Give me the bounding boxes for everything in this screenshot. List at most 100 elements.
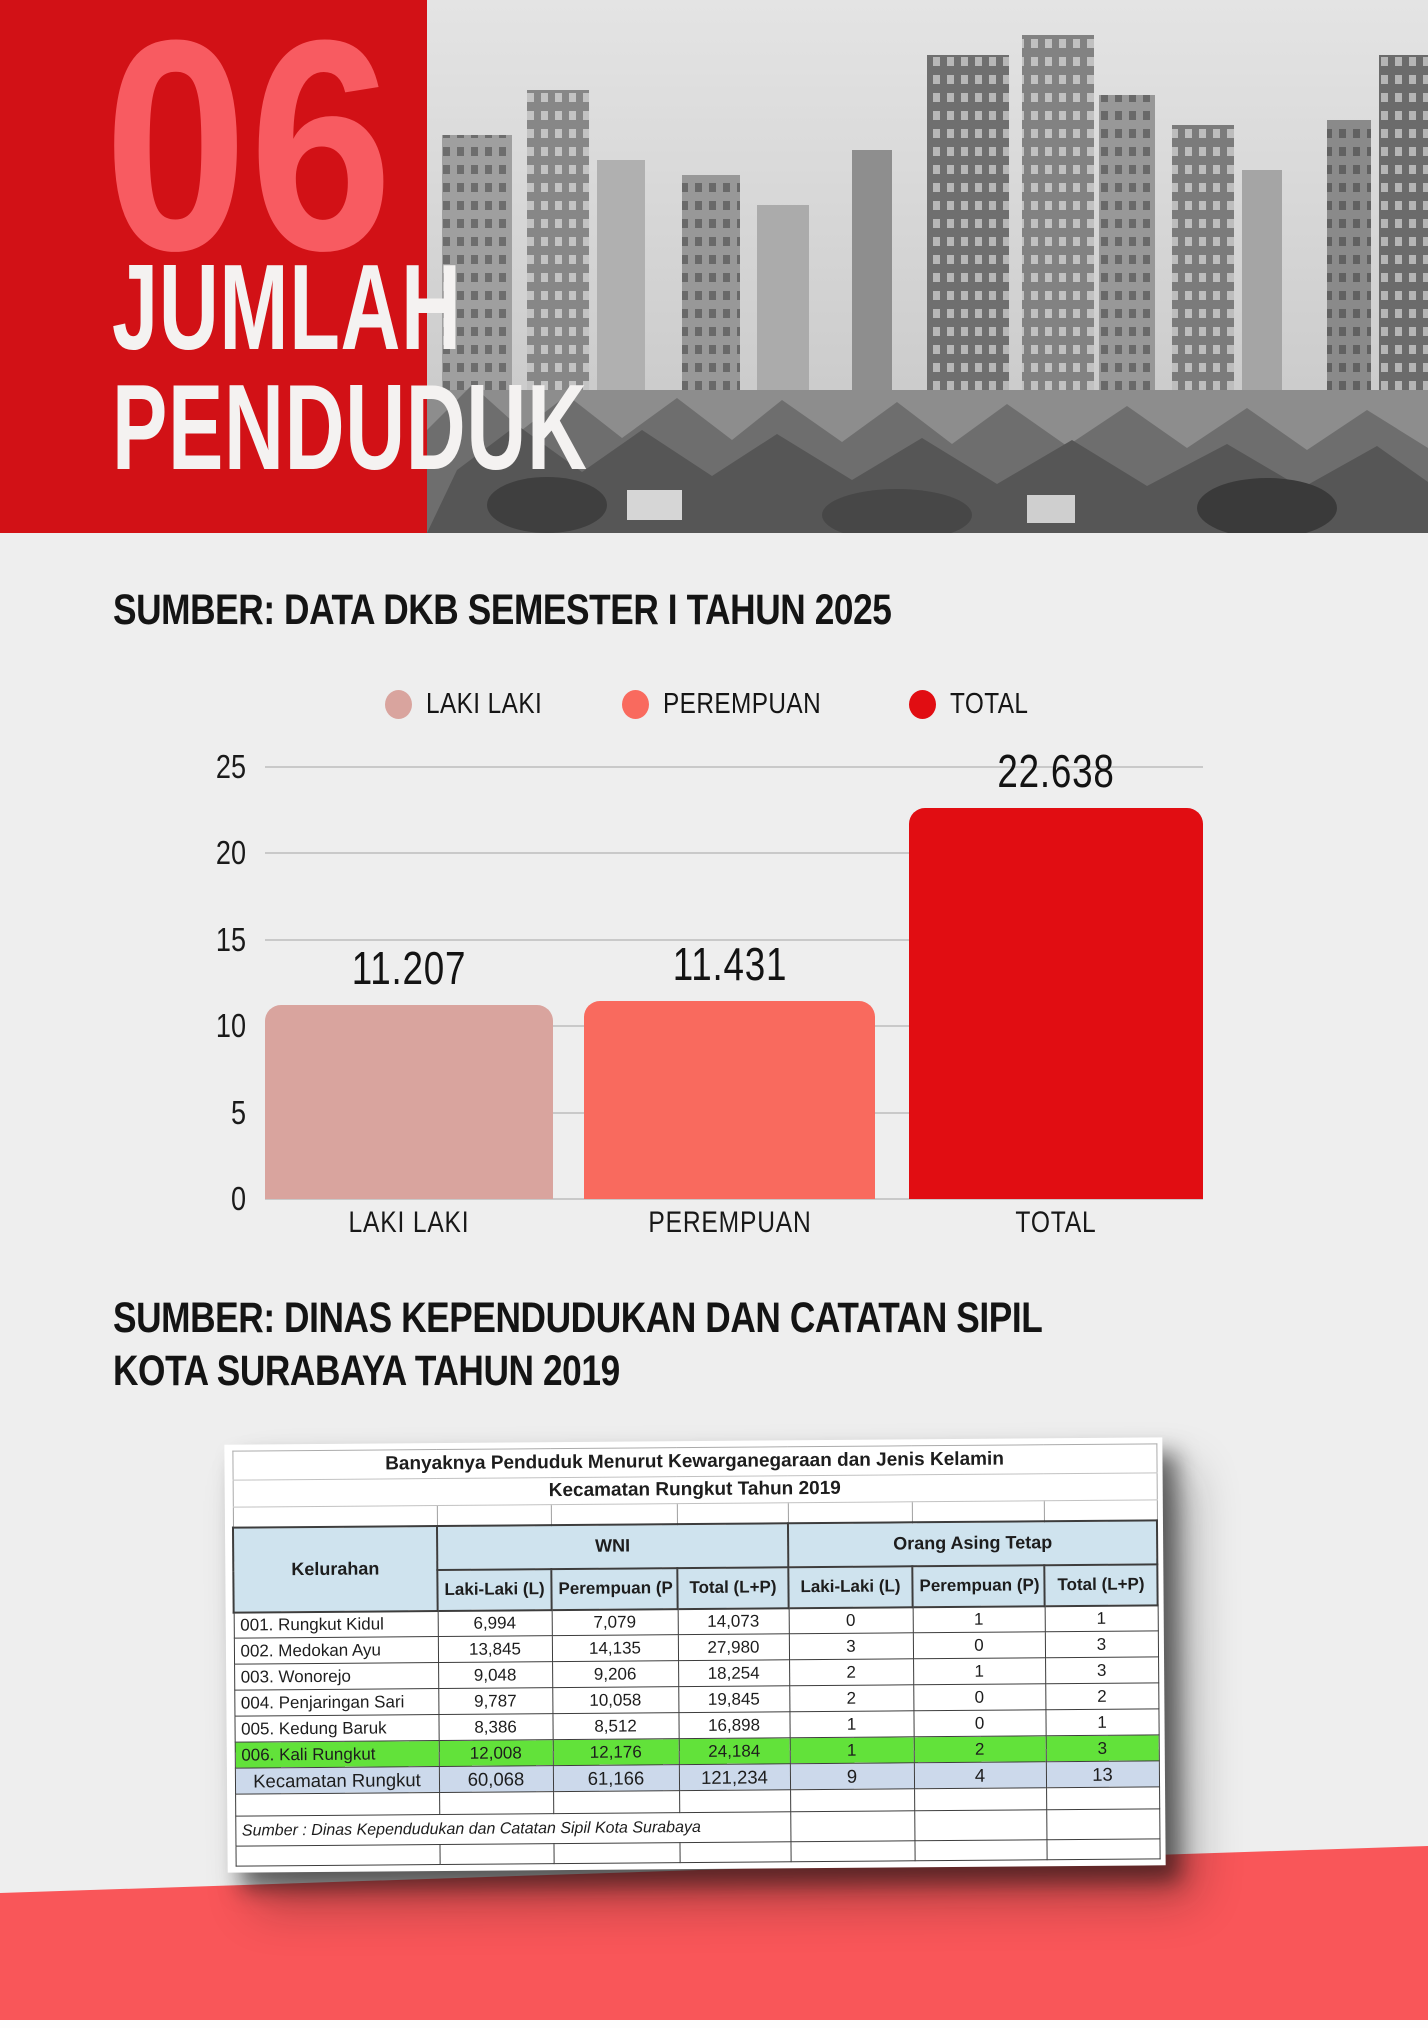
cell-value: 3 [788,1632,914,1660]
chart-legend: LAKI LAKI PEREMPUAN TOTAL [0,688,1428,721]
y-tick-label: 25 [215,748,246,785]
legend-item: LAKI LAKI [384,688,564,721]
table-wrapper: Banyaknya Penduduk Menurut Kewarganegara… [224,1437,1166,1873]
legend-label: PEREMPUAN [662,688,821,720]
gridline [265,1111,1203,1114]
y-tick-label: 5 [230,1093,246,1131]
cell-value: 13 [1045,1760,1160,1788]
subheader-asing-perempuan: Perempuan (P) [912,1564,1045,1607]
gridline [265,938,1203,941]
cell-value: 14,135 [551,1634,679,1662]
cell-value: 1 [913,1657,1046,1685]
cell-value: 10,058 [552,1686,679,1714]
banner-title-line1: JUMLAH [112,239,462,375]
bottom-white-strip [0,2020,1428,2028]
column-group-wni: WNI [436,1522,789,1570]
cell-value: 61,166 [552,1764,680,1792]
subheader-wni-perempuan: Perempuan (P [551,1567,678,1610]
subheader-wni-laki: Laki-Laki (L) [437,1568,552,1611]
source-heading-line1: SUMBER: DINAS KEPENDUDUKAN DAN CATATAN S… [113,1294,1043,1342]
cell-value: 27,980 [677,1633,790,1661]
x-axis-category-label: LAKI LAKI [348,1206,470,1239]
y-tick-label: 15 [215,920,246,958]
legend-label: LAKI LAKI [425,688,542,720]
cell-value: 1 [789,1736,914,1764]
cell-value: 0 [913,1683,1046,1711]
cell-value: 12,008 [438,1739,553,1767]
cell-value: 2 [913,1735,1046,1763]
cell-value: 3 [1044,1630,1159,1658]
table-sheet: Banyaknya Penduduk Menurut Kewarganegara… [224,1437,1166,1873]
cell-value: 2 [789,1658,914,1686]
cell-value: 24,184 [678,1737,790,1765]
cell-kelurahan: 005. Kedung Baruk [234,1714,439,1743]
x-axis-category-label: PEREMPUAN [647,1206,812,1239]
column-header-kelurahan: Kelurahan [232,1525,438,1613]
cell-value: 1 [1045,1708,1159,1736]
gridline [265,1025,1203,1028]
legend-dot-icon [909,690,937,719]
legend-dot-icon [384,690,412,719]
cell-kelurahan: 006. Kali Rungkut [234,1740,439,1769]
banner-red-block [0,0,427,533]
cell-value: 16,898 [678,1711,790,1739]
source-heading-dispenduk: SUMBER: DINAS KEPENDUDUKAN DAN CATATAN S… [113,1292,1043,1398]
subheader-asing-total: Total (L+P) [1044,1563,1158,1606]
cell-kelurahan: 002. Medokan Ayu [233,1636,439,1665]
legend-item: TOTAL [909,688,1043,721]
cell-value: 0 [788,1606,913,1634]
cell-value: 1 [912,1605,1045,1633]
cell-kelurahan: 001. Rungkut Kidul [233,1610,438,1639]
cell-value: 9,048 [438,1661,553,1689]
cell-value: 1 [1044,1604,1158,1632]
y-tick-label: 10 [215,1007,246,1045]
banner-title-line2: PENDUDUK [112,359,588,495]
population-table: Banyaknya Penduduk Menurut Kewarganegara… [231,1443,1161,1867]
bar-value-label: 22.638 [997,744,1115,797]
cell-value: 9,787 [438,1687,553,1715]
cell-value: 8,512 [552,1712,679,1740]
cell-value: 19,845 [678,1685,790,1713]
gridline [265,1198,1203,1200]
source-heading-dkb: SUMBER: DATA DKB SEMESTER I TAHUN 2025 [113,586,892,634]
cell-kelurahan: Kecamatan Rungkut [234,1766,440,1795]
cell-value: 7,079 [551,1608,678,1636]
x-axis-category-label: TOTAL [1015,1206,1097,1239]
city-photo [427,0,1428,533]
cell-kelurahan: 004. Penjaringan Sari [234,1688,439,1717]
cell-value: 121,234 [678,1763,791,1791]
cell-value: 0 [913,1709,1046,1737]
table-footnote: Sumber : Dinas Kependudukan dan Catatan … [235,1811,791,1847]
banner: 06 JUMLAH PENDUDUK [0,0,1428,533]
bar-perempuan [584,1001,875,1199]
cell-value: 13,845 [437,1635,553,1663]
source-heading-line2: KOTA SURABAYA TAHUN 2019 [113,1347,620,1395]
bar-total [909,807,1203,1199]
cell-value: 60,068 [438,1765,554,1793]
legend-item: PEREMPUAN [621,688,851,721]
cell-value: 2 [789,1684,914,1712]
bar-value-label: 11.207 [351,942,467,995]
cell-value: 14,073 [677,1607,789,1635]
cell-value: 8,386 [438,1713,553,1741]
column-group-orang-asing: Orang Asing Tetap [787,1519,1158,1567]
legend-label: TOTAL [950,688,1029,720]
cell-value: 12,176 [552,1738,679,1766]
cell-value: 9,206 [552,1660,679,1688]
cell-value: 18,254 [678,1659,790,1687]
cell-value: 4 [913,1761,1047,1789]
gridline [265,766,1203,768]
gridline [265,852,1203,855]
city-skyline-illustration [427,0,1428,533]
cell-value: 6,994 [437,1609,552,1637]
cell-value: 3 [1045,1656,1159,1684]
cell-value: 3 [1045,1734,1159,1762]
cell-value: 0 [912,1631,1046,1659]
cell-value: 1 [789,1710,914,1738]
cell-value: 2 [1045,1682,1159,1710]
cell-value: 9 [789,1762,915,1790]
y-tick-label: 0 [230,1180,246,1217]
legend-dot-icon [621,690,649,719]
subheader-asing-laki: Laki-Laki (L) [788,1565,913,1608]
